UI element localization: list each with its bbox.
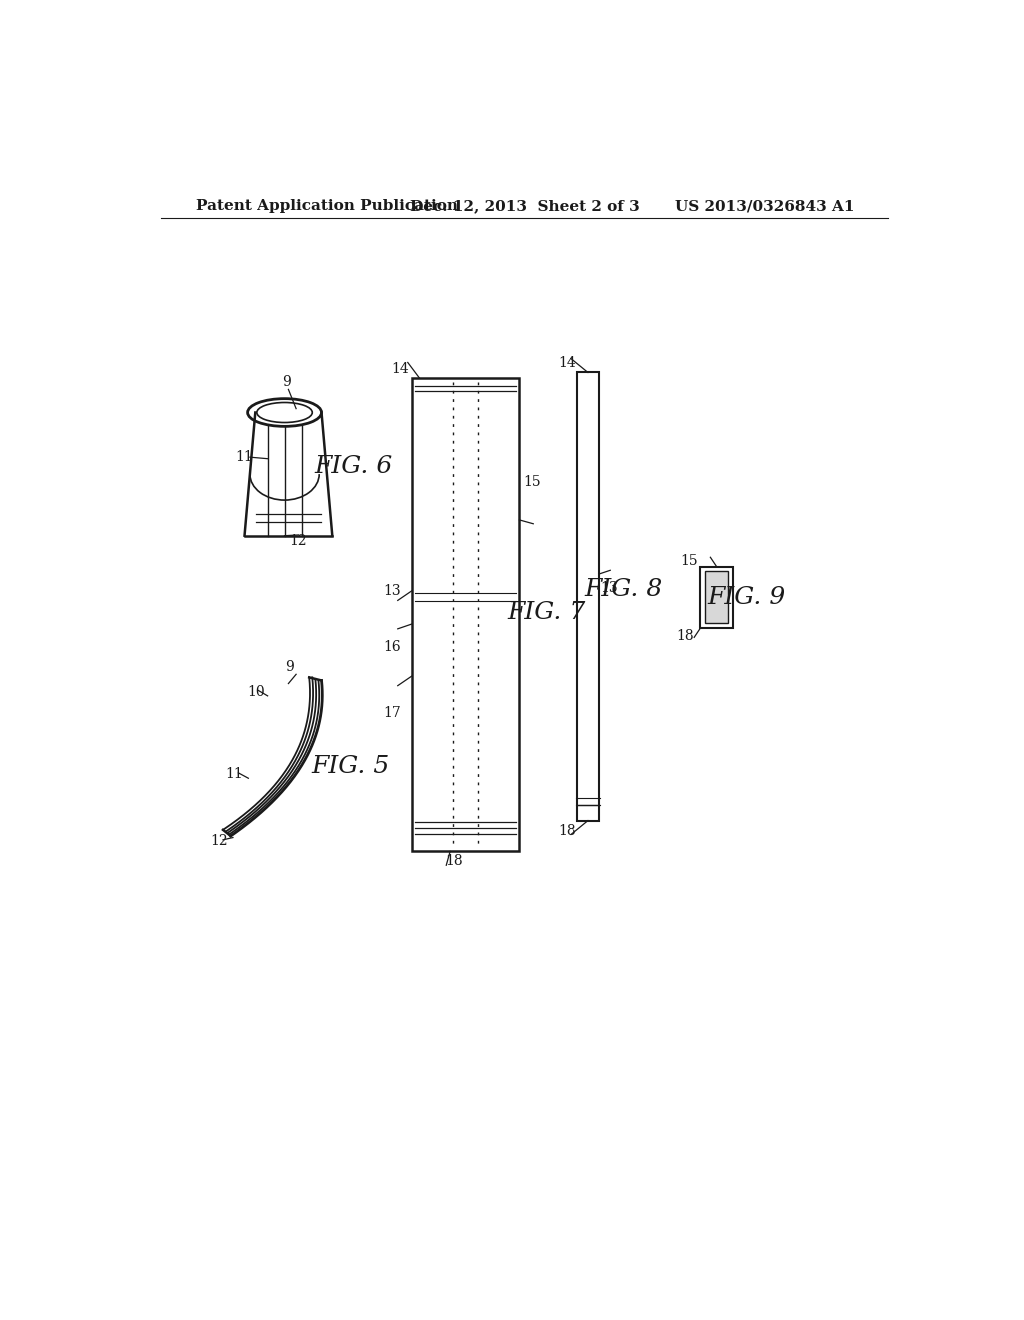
Text: 11: 11 [236, 450, 253, 465]
Text: US 2013/0326843 A1: US 2013/0326843 A1 [675, 199, 854, 213]
Text: 10: 10 [247, 685, 265, 700]
Text: 13: 13 [601, 581, 618, 595]
Text: 12: 12 [210, 834, 228, 849]
Text: FIG. 7: FIG. 7 [507, 601, 586, 624]
Text: 16: 16 [384, 640, 401, 655]
Text: FIG. 8: FIG. 8 [585, 578, 663, 601]
Bar [578, 372, 599, 821]
Text: 12: 12 [290, 535, 307, 548]
Text: FIG. 6: FIG. 6 [314, 455, 393, 478]
Bar [700, 566, 733, 628]
Text: FIG. 5: FIG. 5 [311, 755, 389, 779]
Text: 18: 18 [445, 854, 463, 867]
Text: 18: 18 [558, 825, 575, 838]
Text: 9: 9 [286, 660, 294, 673]
Text: 13: 13 [384, 585, 401, 598]
Text: 18: 18 [676, 628, 694, 643]
Bar [705, 572, 728, 623]
Text: 14: 14 [558, 356, 577, 370]
Text: 9: 9 [282, 375, 291, 389]
Text: 15: 15 [523, 475, 542, 488]
Text: FIG. 9: FIG. 9 [708, 586, 785, 609]
Text: 17: 17 [383, 706, 401, 719]
Text: 15: 15 [681, 554, 698, 568]
Text: Dec. 12, 2013  Sheet 2 of 3: Dec. 12, 2013 Sheet 2 of 3 [410, 199, 640, 213]
Text: 11: 11 [225, 767, 244, 781]
Text: 14: 14 [391, 363, 409, 376]
Text: Patent Application Publication: Patent Application Publication [196, 199, 458, 213]
Bar [412, 378, 519, 851]
